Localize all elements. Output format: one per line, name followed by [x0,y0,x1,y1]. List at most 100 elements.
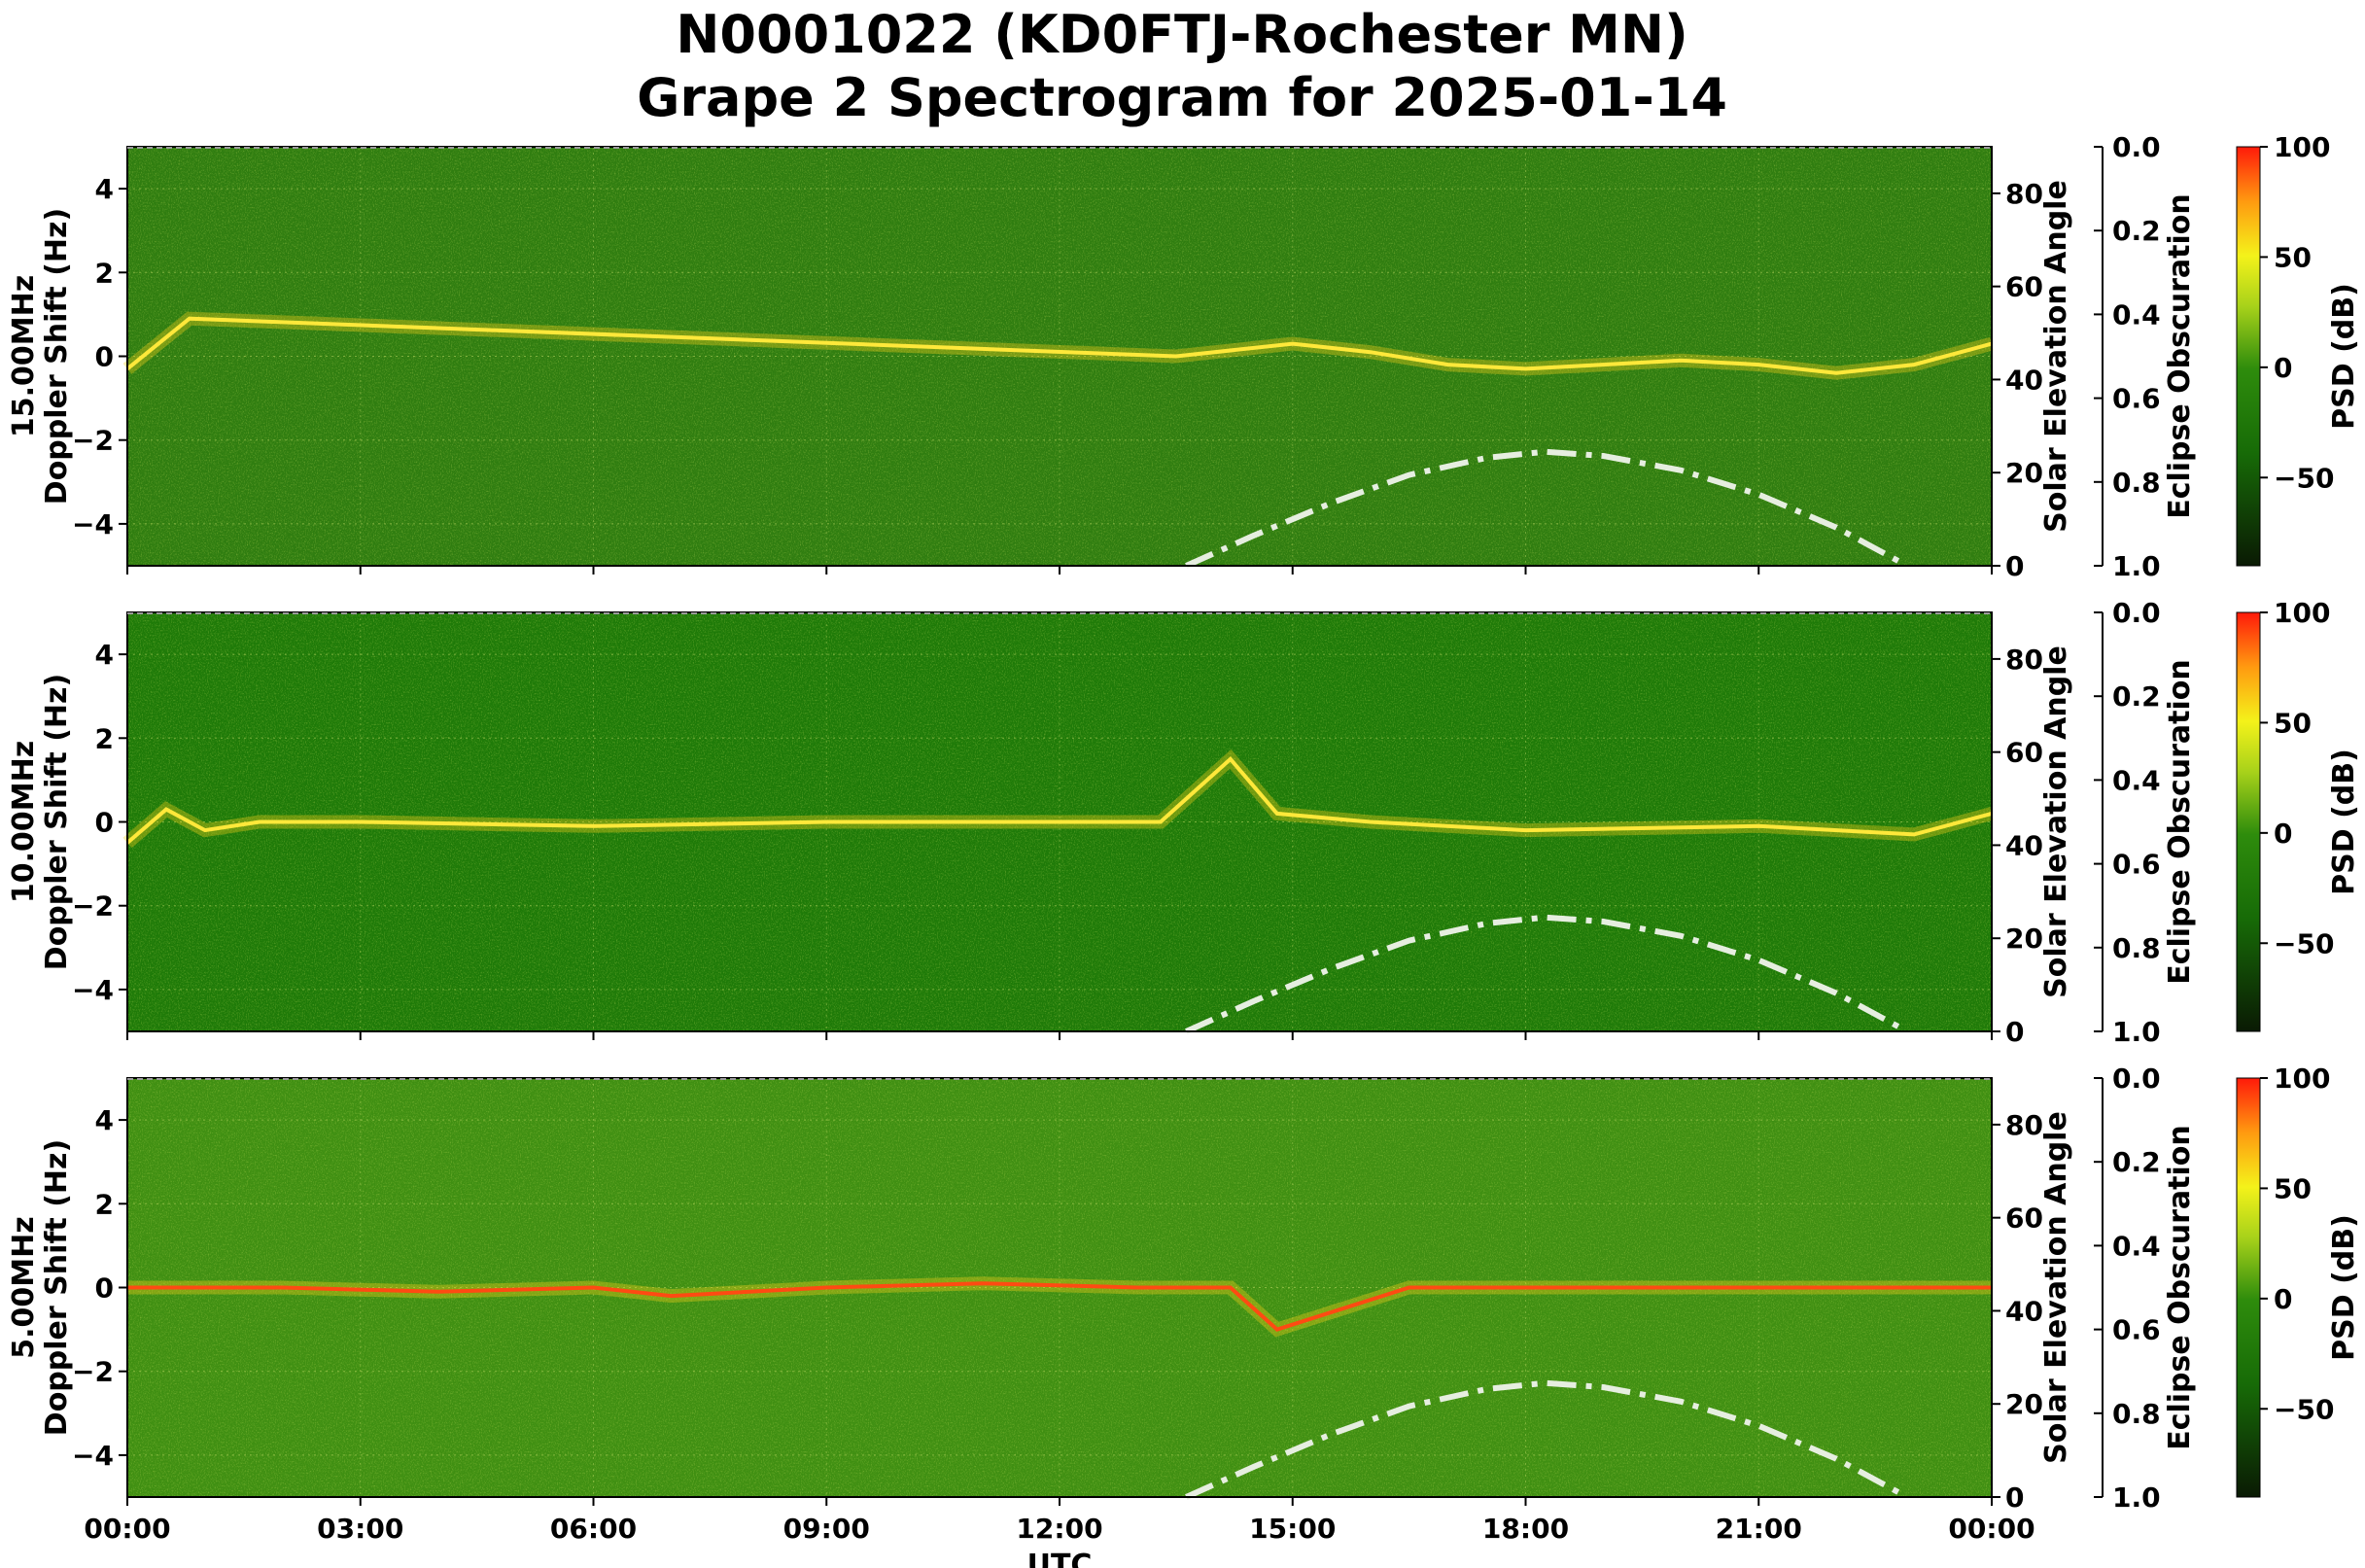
solar-tick-label: 20 [2005,457,2043,489]
eclipse-tick-label: 1.0 [2112,1481,2161,1514]
ytick-label: 0 [95,341,114,373]
eclipse-tick-label: 0.4 [2112,764,2161,796]
solar-tick-label: 0 [2005,550,2024,582]
eclipse-tick-label: 1.0 [2112,550,2161,582]
eclipse-tick-label: 0.6 [2112,383,2161,415]
ytick-label: 0 [95,807,114,839]
solar-tick-label: 40 [2005,829,2043,861]
signal-trace [125,316,1993,375]
eclipse-tick-label: 0.2 [2112,1146,2161,1178]
ytick-label: 4 [95,639,114,671]
xtick-label: 18:00 [1482,1513,1569,1545]
ylabel-frequency: 15.00MHz [7,275,41,437]
solar-tick-label: 60 [2005,271,2043,303]
ytick-label: −2 [72,890,114,923]
eclipse-tick-label: 0.8 [2112,932,2161,964]
xtick-label: 15:00 [1249,1513,1336,1545]
ytick-label: −2 [72,425,114,457]
eclipse-tick-label: 0.6 [2112,849,2161,881]
colorbar [2236,611,2261,1032]
colorbar-tick-label: 0 [2274,1283,2292,1315]
colorbar-tick-label: −50 [2274,462,2334,494]
solar-elevation-curve [1185,1379,1908,1500]
colorbar-tick-label: −50 [2274,927,2334,959]
eclipse-tick-label: 0.4 [2112,298,2161,331]
xtick-label: 21:00 [1716,1513,1802,1545]
eclipse-axis-label: Eclipse Obscuration [2163,1125,2197,1450]
ytick-label: −4 [72,1440,114,1472]
ytick-label: −4 [72,974,114,1006]
xtick-label: 09:00 [783,1513,870,1545]
signal-trace [125,756,1993,845]
solar-tick-label: 80 [2005,1109,2043,1141]
ytick-label: 2 [95,257,114,289]
panel-0: 420−2−415.00MHz Doppler Shift (Hz)0204060… [7,131,2361,582]
solar-tick-label: 20 [2005,1388,2043,1420]
xtick-label: 03:00 [317,1513,403,1545]
colorbar [2236,1077,2261,1498]
solar-tick-label: 80 [2005,178,2043,210]
colorbar-tick-label: 100 [2274,131,2330,163]
solar-elevation-curve [1185,914,1908,1034]
solar-axis-label: Solar Elevation Angle [2039,1111,2073,1464]
figure-title-line1: N0001022 (KD0FTJ-Rochester MN) [676,4,1688,65]
ytick-label: −2 [72,1356,114,1388]
spectrogram-panels: 420−2−415.00MHz Doppler Shift (Hz)0204060… [7,131,2361,1568]
solar-tick-label: 60 [2005,737,2043,769]
ytick-label: 4 [95,1104,114,1136]
solar-tick-label: 0 [2005,1481,2024,1514]
eclipse-tick-label: 0.6 [2112,1314,2161,1346]
solar-tick-label: 40 [2005,364,2043,396]
eclipse-tick-label: 0.0 [2112,597,2161,629]
eclipse-tick-label: 0.2 [2112,215,2161,247]
signal-trace [127,1281,1992,1332]
panel-2: 420−2−45.00MHz Doppler Shift (Hz)00:00 03:… [7,1063,2361,1568]
ytick-label: 2 [95,722,114,754]
ytick-label: 4 [95,173,114,205]
colorbar-label: PSD (dB) [2327,749,2361,895]
solar-elevation-curve [1185,448,1908,569]
xtick-label: 06:00 [550,1513,637,1545]
figure-title-line2: Grape 2 Spectrogram for 2025-01-14 [637,67,1727,128]
ytick-label: −4 [72,508,114,540]
solar-tick-label: 0 [2005,1016,2024,1048]
colorbar-tick-label: 50 [2274,241,2312,273]
ytick-label: 2 [95,1188,114,1220]
solar-axis-label: Solar Elevation Angle [2039,180,2073,533]
eclipse-tick-label: 0.0 [2112,1063,2161,1095]
colorbar-tick-label: 0 [2274,818,2292,850]
eclipse-axis-label: Eclipse Obscuration [2163,659,2197,985]
colorbar-tick-label: −50 [2274,1393,2334,1425]
eclipse-tick-label: 0.0 [2112,131,2161,163]
eclipse-tick-label: 1.0 [2112,1016,2161,1048]
ylabel-doppler: Doppler Shift (Hz) [40,1139,74,1436]
colorbar-tick-label: 100 [2274,597,2330,629]
xtick-label: 00:00 [1948,1513,2035,1545]
xtick-label: 00:00 [84,1513,170,1545]
solar-axis-label: Solar Elevation Angle [2039,645,2073,998]
colorbar-label: PSD (dB) [2327,1214,2361,1361]
xtick-label: 12:00 [1016,1513,1102,1545]
eclipse-tick-label: 0.8 [2112,467,2161,499]
eclipse-axis-label: Eclipse Obscuration [2163,193,2197,519]
colorbar-tick-label: 50 [2274,707,2312,739]
ylabel-frequency: 10.00MHz [7,741,41,903]
ylabel-doppler: Doppler Shift (Hz) [40,674,74,970]
eclipse-tick-label: 0.8 [2112,1398,2161,1430]
xlabel-utc: UTC [1027,1549,1093,1568]
eclipse-tick-label: 0.2 [2112,680,2161,713]
colorbar-label: PSD (dB) [2327,283,2361,430]
solar-tick-label: 40 [2005,1295,2043,1327]
colorbar-tick-label: 100 [2274,1063,2330,1095]
solar-tick-label: 80 [2005,644,2043,676]
panel-1: 420−2−410.00MHz Doppler Shift (Hz)0204060… [7,597,2361,1048]
ylabel-doppler: Doppler Shift (Hz) [40,208,74,505]
eclipse-tick-label: 0.4 [2112,1230,2161,1262]
colorbar [2236,146,2261,567]
solar-tick-label: 20 [2005,923,2043,955]
colorbar-tick-label: 50 [2274,1172,2312,1204]
solar-tick-label: 60 [2005,1202,2043,1235]
ylabel-frequency: 5.00MHz [7,1216,41,1358]
ytick-label: 0 [95,1272,114,1305]
